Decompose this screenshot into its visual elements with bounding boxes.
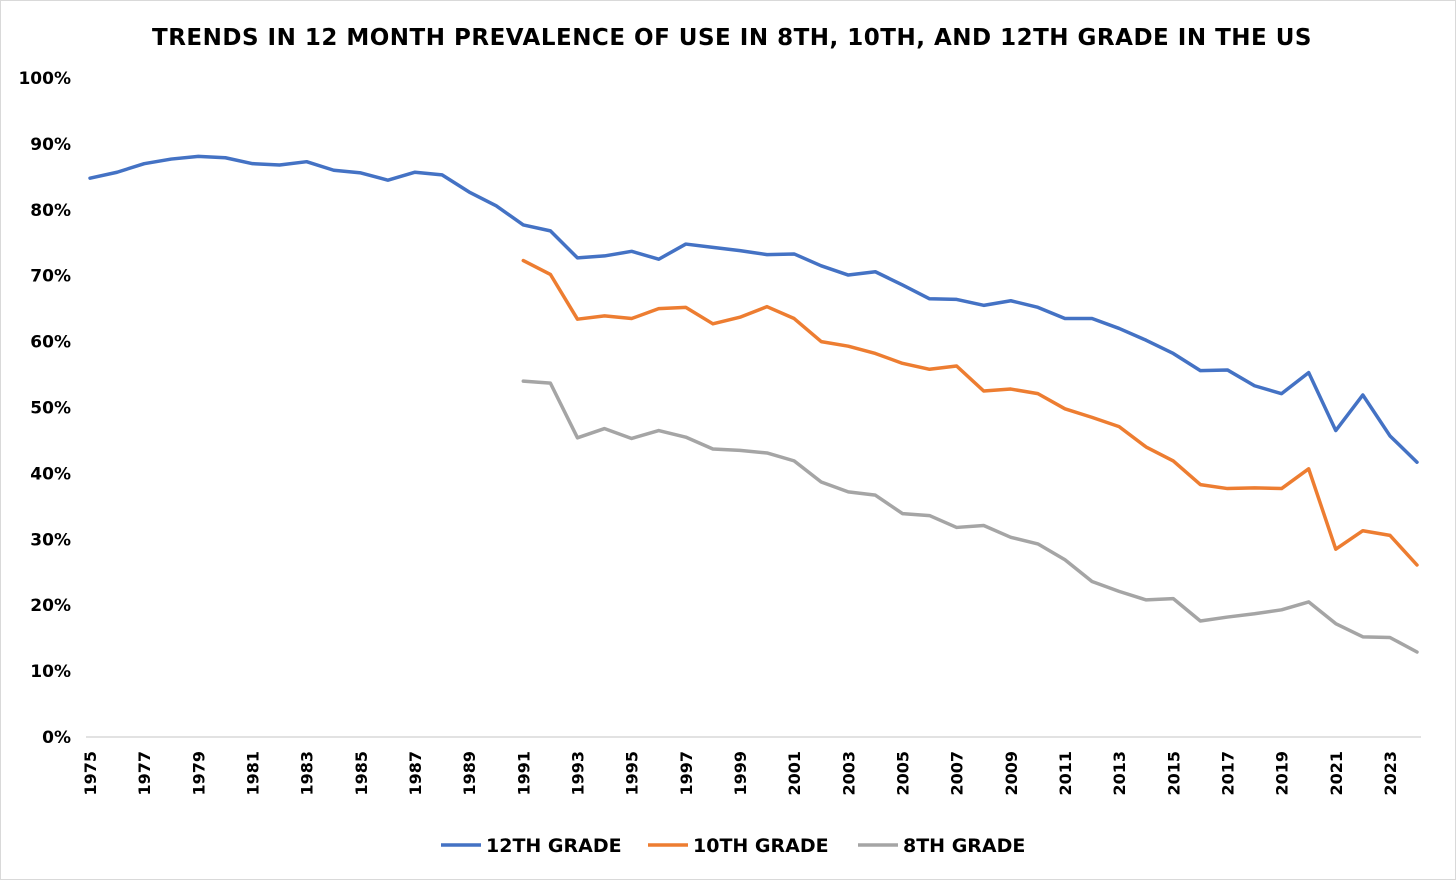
y-tick-label: 80%: [30, 201, 71, 221]
x-tick-label: 1995: [623, 751, 642, 796]
x-tick-label: 1993: [568, 751, 587, 796]
series-line-12th-grade: [88, 154, 1419, 464]
x-tick-label: 1975: [81, 751, 100, 796]
legend: 12TH GRADE 10TH GRADE 8TH GRADE: [441, 835, 1025, 857]
y-tick-label: 30%: [30, 530, 71, 550]
legend-label-8th-grade: 8TH GRADE: [903, 835, 1025, 857]
x-tick-label: 2007: [948, 751, 967, 796]
y-tick-label: 20%: [30, 596, 71, 616]
x-tick-label: 1983: [298, 751, 317, 796]
x-tick-label: 2017: [1218, 751, 1237, 796]
x-tick-label: 1979: [189, 751, 208, 796]
x-tick-label: 1977: [135, 751, 154, 796]
y-tick-label: 10%: [30, 662, 71, 682]
x-tick-label: 1981: [243, 751, 262, 796]
series-line-10th-grade: [521, 258, 1419, 567]
x-tick-label: 2011: [1056, 751, 1075, 796]
legend-label-10th-grade: 10TH GRADE: [693, 835, 829, 857]
x-tick-label: 2013: [1110, 751, 1129, 796]
x-tick-label: 2015: [1164, 751, 1183, 796]
y-axis: 0% 10% 20% 30% 40% 50% 60% 70% 80% 90% 100%: [18, 69, 71, 748]
x-tick-label: 1985: [352, 751, 371, 796]
y-tick-label: 40%: [30, 464, 71, 484]
x-tick-label: 2003: [839, 751, 858, 796]
series-line-8th-grade: [521, 379, 1419, 654]
y-tick-label: 90%: [30, 135, 71, 155]
x-tick-label: 2001: [785, 751, 804, 796]
chart-title: TRENDS IN 12 MONTH PREVALENCE OF USE IN …: [152, 25, 1312, 51]
x-axis: 1975 1977 1979 1981 1983 1985 1987 1989 1991 1993…: [81, 736, 1421, 796]
plot-area: [88, 154, 1419, 654]
legend-label-12th-grade: 12TH GRADE: [486, 835, 622, 857]
x-tick-label: 1999: [731, 751, 750, 796]
x-tick-label: 2019: [1273, 751, 1292, 796]
y-tick-label: 0%: [42, 728, 71, 748]
x-tick-label: 1989: [460, 751, 479, 796]
y-tick-label: 100%: [18, 69, 71, 89]
x-tick-label: 2023: [1381, 751, 1400, 796]
x-tick-label: 2005: [893, 751, 912, 796]
x-tick-label: 1997: [677, 751, 696, 796]
y-tick-label: 50%: [30, 399, 71, 419]
x-tick-label: 2009: [1002, 751, 1021, 796]
x-tick-label: 1991: [514, 751, 533, 796]
x-tick-label: 1987: [406, 751, 425, 796]
y-tick-label: 70%: [30, 267, 71, 287]
x-tick-label: 2021: [1327, 751, 1346, 796]
y-tick-label: 60%: [30, 333, 71, 353]
